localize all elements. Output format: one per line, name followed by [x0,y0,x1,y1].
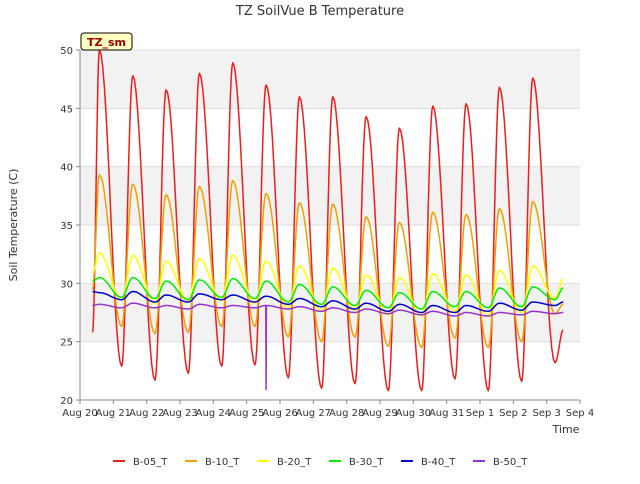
y-tick-label: 35 [60,221,73,232]
x-tick-label: Aug 22 [129,408,164,419]
x-tick-label: Aug 30 [396,408,431,419]
x-tick-label: Aug 25 [229,408,264,419]
series-line-b-40_t [92,290,564,314]
station-badge-label: TZ_sm [87,36,126,49]
station-badge-box [80,32,133,51]
x-tick-label: Aug 26 [262,408,297,419]
x-tick-label: Sep 2 [499,408,527,419]
x-tick-label: Aug 24 [196,408,231,419]
y-axis-label: Soil Temperature (C) [7,169,20,282]
legend-label-b-20_t: B-20_T [277,457,312,468]
chart-title: TZ SoilVue B Temperature [235,4,404,19]
legend-label-b-05_t: B-05_T [133,457,168,468]
x-tick-label: Aug 28 [329,408,364,419]
series-line-b-20_t [92,252,564,317]
legend-label-b-30_t: B-30_T [349,457,384,468]
y-tick-label: 25 [60,338,73,349]
legend-label-b-40_t: B-40_T [421,457,456,468]
x-tick-label: Aug 23 [162,408,197,419]
legend-label-b-50_t: B-50_T [493,457,528,468]
x-tick-label: Aug 21 [96,408,131,419]
series-layer [91,49,564,392]
legend-label-b-10_t: B-10_T [205,457,240,468]
x-tick-label: Aug 29 [362,408,397,419]
legend: B-05_T B-10_T B-20_T B-30_T B-40_T B-50_T [113,457,528,468]
series-line-b-50_t [92,302,564,391]
y-tick-label: 45 [60,104,73,115]
y-tick-label: 20 [60,396,73,407]
plot-band [80,50,580,109]
series-line-b-10_t [91,174,564,349]
x-axis-label: Time [552,423,580,436]
series-line-b-05_t [91,49,564,392]
x-tick-label: Sep 4 [566,408,594,419]
y-tick-label: 40 [60,163,73,174]
x-tick-label: Sep 1 [466,408,494,419]
station-badge: TZ_sm [80,32,133,51]
y-tick-label: 30 [60,279,73,290]
x-tick-label: Aug 20 [62,408,97,419]
x-tick-label: Aug 31 [429,408,464,419]
x-tick-label: Aug 27 [296,408,331,419]
y-tick-label: 50 [60,46,73,57]
series-line-b-30_t [92,276,564,310]
x-tick-label: Sep 3 [532,408,560,419]
plot-band [80,341,580,400]
